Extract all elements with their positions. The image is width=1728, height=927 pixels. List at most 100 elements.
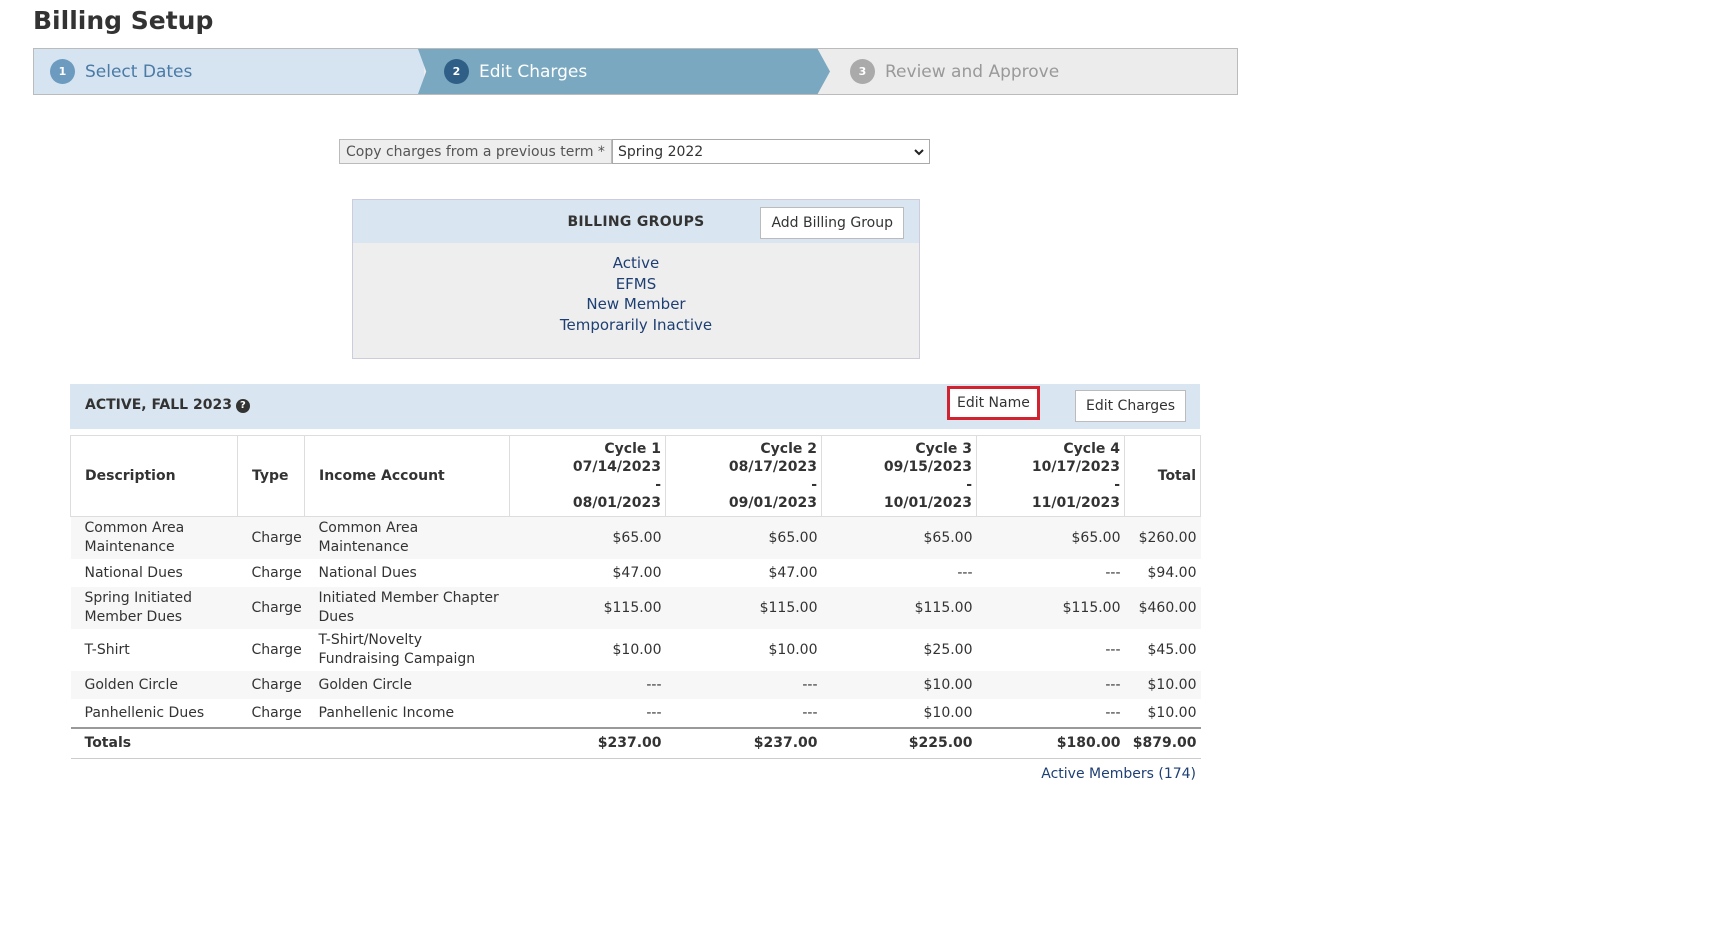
step[interactable]: 2 Edit Charges <box>418 49 830 94</box>
cell: Common Area Maintenance <box>318 520 419 555</box>
add-billing-group-button[interactable]: Add Billing Group <box>760 207 904 239</box>
cell: --- <box>1105 676 1121 693</box>
cell: $115.00 <box>914 599 973 616</box>
cell: --- <box>802 704 818 721</box>
total-cell <box>304 727 510 759</box>
step-label: Edit Charges <box>479 61 588 82</box>
edit-name-button[interactable]: Edit Name <box>947 386 1040 420</box>
charge-row: National Dues Charge National Dues $47.00 $4… <box>71 559 1201 587</box>
cell: $47.00 <box>768 564 818 581</box>
cell: $115.00 <box>759 599 818 616</box>
cell: Initiated Member Chapter Dues <box>318 590 499 625</box>
step-label: Review and Approve <box>885 61 1060 82</box>
charge-row: T-Shirt Charge T-Shirt/Novelty Fundraising… <box>71 629 1201 671</box>
column-header: Cycle 3 09/15/2023 - 10/01/2023 <box>821 435 977 517</box>
cell: National Dues <box>84 564 183 581</box>
column-range: 09/15/2023 - 10/01/2023 <box>883 459 972 511</box>
cell: $10.00 <box>1147 676 1197 693</box>
copy-term: Copy charges from a previous term * Sprin… <box>339 139 930 164</box>
table-head: Description Type Income Account Cycle 1 07/1… <box>70 435 1201 517</box>
copy-label: Copy charges from a previous term * <box>339 139 612 164</box>
billing-group-link[interactable]: EFMS <box>615 274 657 293</box>
cell: $460.00 <box>1138 599 1197 616</box>
step-number: 3 <box>850 59 875 84</box>
cell: $65.00 <box>1071 529 1121 546</box>
total-cell: $237.00 <box>509 727 666 759</box>
totals-row: Totals $237.00 $237.00 $225.00 $180.00 $879.0… <box>70 727 1201 759</box>
group-title-text: ACTIVE, FALL 2023 <box>85 397 232 413</box>
step[interactable]: 3 Review and Approve <box>830 49 1237 94</box>
total-cell <box>237 727 305 759</box>
cell: $260.00 <box>1138 529 1197 546</box>
cell: $94.00 <box>1147 564 1197 581</box>
total-cell: $180.00 <box>976 727 1125 759</box>
term-value: Spring 2022 <box>617 143 704 160</box>
cell: --- <box>646 676 662 693</box>
cell: Charge <box>251 564 302 581</box>
help-icon[interactable]: ? <box>235 399 250 413</box>
charge-row: Panhellenic Dues Charge Panhellenic Income… <box>71 699 1201 728</box>
step[interactable]: 1 Select Dates <box>34 49 424 94</box>
column-title: Cycle 1 <box>604 441 661 457</box>
table-foot: Totals $237.00 $237.00 $225.00 $180.00 $879.0… <box>70 727 1201 759</box>
column-header: Description <box>70 435 238 517</box>
column-header: Cycle 2 08/17/2023 - 09/01/2023 <box>665 435 822 517</box>
total-cell: $237.00 <box>665 727 822 759</box>
cell: Charge <box>251 529 302 546</box>
billing-groups-header: BILLING GROUPS Add Billing Group <box>353 200 919 243</box>
column-title: Type <box>252 468 289 484</box>
cell: $10.00 <box>1147 704 1197 721</box>
edit-charges-button[interactable]: Edit Charges <box>1075 390 1187 422</box>
column-range: 07/14/2023 - 08/01/2023 <box>572 459 661 511</box>
charge-row: Golden Circle Charge Golden Circle --- --- $1… <box>70 671 1201 699</box>
cell: Charge <box>251 704 302 721</box>
column-title: Cycle 4 <box>1063 441 1120 457</box>
charges-table: Description Type Income Account Cycle 1 07/1… <box>70 435 1201 759</box>
billing-group-link[interactable]: Active <box>612 254 660 272</box>
billing-group-link[interactable]: New Member <box>586 295 686 313</box>
cell: --- <box>1105 564 1121 581</box>
step-number: 2 <box>444 59 469 84</box>
column-header: Income Account <box>304 435 510 517</box>
table-body: Common Area Maintenance Charge Common Area… <box>70 516 1201 729</box>
cell: Panhellenic Income <box>318 704 455 721</box>
cell: $10.00 <box>923 676 973 693</box>
cell: Charge <box>251 676 302 693</box>
cell: --- <box>646 704 662 721</box>
dropdown-arrow <box>914 144 924 160</box>
cell: Panhellenic Dues <box>84 704 205 721</box>
active-members-link[interactable]: Active Members (174) <box>1041 766 1196 782</box>
cell: $45.00 <box>1147 641 1197 658</box>
billing-group-list: Active EFMS New Member Temporarily Inactive <box>353 243 919 335</box>
step-number: 1 <box>50 59 75 84</box>
cell: Golden Circle <box>84 676 178 693</box>
column-header: Type <box>237 435 305 517</box>
cell: --- <box>802 676 818 693</box>
step-label: Select Dates <box>85 61 193 82</box>
cell: --- <box>957 564 973 581</box>
column-header: Cycle 1 07/14/2023 - 08/01/2023 <box>509 435 666 517</box>
column-title: Description <box>85 468 176 484</box>
page-title: Billing Setup <box>33 6 214 35</box>
billing-group-link[interactable]: Temporarily Inactive <box>559 315 713 334</box>
cell: $115.00 <box>603 599 662 616</box>
cell: Golden Circle <box>318 676 412 693</box>
cell: $25.00 <box>923 641 973 658</box>
column-title: Income Account <box>319 468 445 484</box>
total-cell: $225.00 <box>821 727 977 759</box>
billing-groups: BILLING GROUPS Add Billing Group Active EFM… <box>352 199 920 359</box>
cell: $10.00 <box>768 641 818 658</box>
column-title: Total <box>1157 468 1196 484</box>
term-select[interactable]: Spring 2022 <box>611 139 930 164</box>
cell: Charge <box>251 641 302 658</box>
cell: $65.00 <box>612 529 662 546</box>
cell: $10.00 <box>612 641 662 658</box>
cell: Spring Initiated Member Dues <box>84 590 192 625</box>
cell: $65.00 <box>768 529 818 546</box>
cell: T-Shirt/Novelty Fundraising Campaign <box>318 632 476 667</box>
column-range: 08/17/2023 - 09/01/2023 <box>728 459 817 511</box>
column-header: Cycle 4 10/17/2023 - 11/01/2023 <box>976 435 1125 517</box>
cell: T-Shirt <box>84 641 130 658</box>
total-cell: Totals <box>70 727 238 759</box>
